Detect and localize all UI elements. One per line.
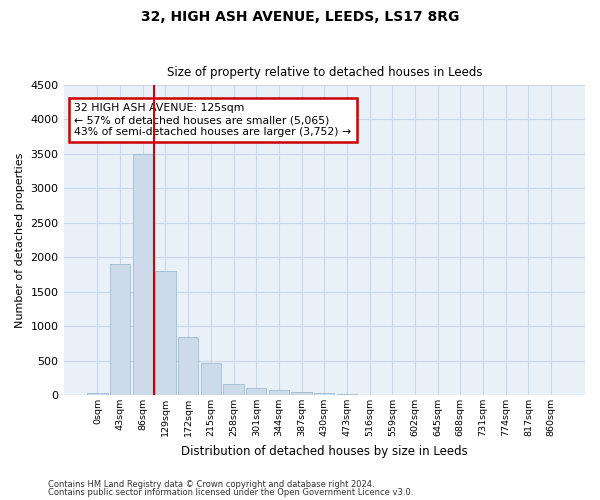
Bar: [269, 390, 289, 395]
Text: 32 HIGH ASH AVENUE: 125sqm
← 57% of detached houses are smaller (5,065)
43% of s: 32 HIGH ASH AVENUE: 125sqm ← 57% of deta…: [74, 104, 351, 136]
Bar: [133, 154, 153, 395]
Bar: [155, 271, 176, 395]
Bar: [223, 384, 244, 395]
Text: 32, HIGH ASH AVENUE, LEEDS, LS17 8RG: 32, HIGH ASH AVENUE, LEEDS, LS17 8RG: [141, 10, 459, 24]
X-axis label: Distribution of detached houses by size in Leeds: Distribution of detached houses by size …: [181, 444, 467, 458]
Bar: [87, 393, 107, 395]
Bar: [200, 364, 221, 395]
Bar: [292, 392, 312, 395]
Title: Size of property relative to detached houses in Leeds: Size of property relative to detached ho…: [167, 66, 482, 80]
Text: Contains public sector information licensed under the Open Government Licence v3: Contains public sector information licen…: [48, 488, 413, 497]
Text: Contains HM Land Registry data © Crown copyright and database right 2024.: Contains HM Land Registry data © Crown c…: [48, 480, 374, 489]
Bar: [337, 394, 357, 395]
Bar: [178, 337, 199, 395]
Y-axis label: Number of detached properties: Number of detached properties: [15, 152, 25, 328]
Bar: [246, 388, 266, 395]
Bar: [110, 264, 130, 395]
Bar: [314, 393, 334, 395]
